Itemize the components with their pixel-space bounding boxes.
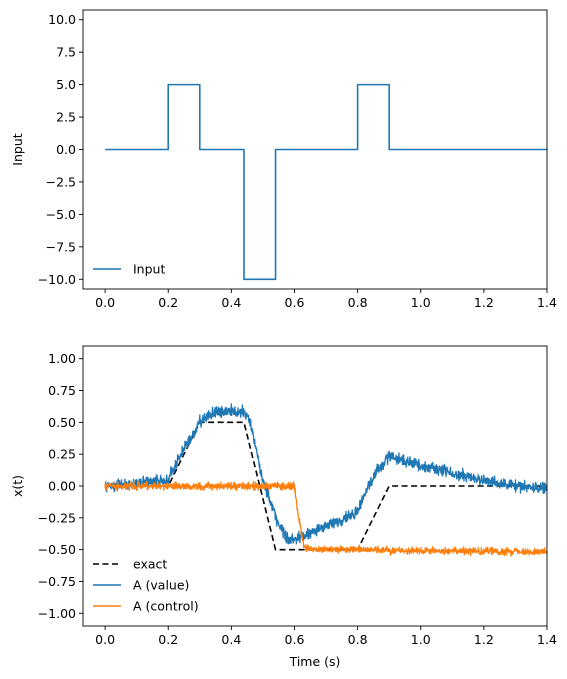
y-tick-label: −5.0 [46, 207, 76, 222]
x-tick-label: 0.4 [221, 295, 241, 310]
series-line-a-control [104, 480, 547, 557]
state-chart-panel: 0.0 0.2 0.4 0.6 0.8 1.0 1.2 1.4 1.00 0.75 0.50 0.25… [10, 345, 557, 669]
series-group [104, 403, 547, 557]
series-line-input [105, 83, 547, 281]
y-tick-label: 0.00 [48, 479, 76, 494]
legend: Input [93, 262, 165, 277]
x-tick-label: 0.6 [285, 295, 305, 310]
series-line-exact [105, 421, 547, 551]
x-tick-label: 1.2 [474, 295, 494, 310]
x-tick-label: 0.0 [95, 295, 115, 310]
x-axis-label: Time (s) [289, 654, 341, 669]
x-tick-label: 0.6 [285, 632, 305, 647]
y-tick-label: −0.50 [38, 542, 76, 557]
x-tick-label: 0.0 [95, 632, 115, 647]
x-tick-label: 1.2 [474, 632, 494, 647]
x-tick-label: 1.0 [411, 295, 431, 310]
input-chart-panel: 0.0 0.2 0.4 0.6 0.8 1.0 1.2 1.4 10.0 7.5 5.0 2.5 0.0… [10, 9, 557, 310]
y-tick-label: 1.00 [48, 351, 76, 366]
x-tick-label: 1.4 [537, 295, 557, 310]
x-tick-label: 0.4 [221, 632, 241, 647]
y-tick-label: 0.75 [48, 383, 76, 398]
y-tick-label: 0.0 [56, 142, 76, 157]
y-tick-label: 2.5 [56, 110, 76, 125]
x-tick-label: 0.8 [348, 632, 368, 647]
series-line-a-value [104, 403, 547, 545]
x-tick-label: 1.4 [537, 632, 557, 647]
y-tick-label: 0.50 [48, 415, 76, 430]
legend-label: exact [133, 557, 167, 572]
y-tick-label: −10.0 [38, 272, 76, 287]
x-tick-label: 1.0 [411, 632, 431, 647]
y-tick-label: −0.75 [38, 574, 76, 589]
y-axis-label: Input [10, 133, 25, 165]
y-tick-label: −2.5 [46, 174, 76, 189]
y-tick-label: −1.00 [38, 606, 76, 621]
y-axis-label: x(t) [10, 475, 25, 497]
x-tick-label: 0.2 [158, 295, 178, 310]
y-tick-label: −7.5 [46, 239, 76, 254]
y-tick-label: 7.5 [56, 45, 76, 60]
y-tick-label: 0.25 [48, 447, 76, 462]
y-tick-label: 10.0 [48, 12, 76, 27]
legend: exact A (value) A (control) [93, 557, 199, 614]
y-tick-label: −0.25 [38, 510, 76, 525]
legend-label: Input [133, 262, 165, 277]
x-tick-label: 0.8 [348, 295, 368, 310]
legend-label: A (value) [133, 578, 189, 593]
y-tick-label: 5.0 [56, 77, 76, 92]
series-group [105, 83, 547, 281]
legend-label: A (control) [133, 599, 199, 614]
x-tick-label: 0.2 [158, 632, 178, 647]
